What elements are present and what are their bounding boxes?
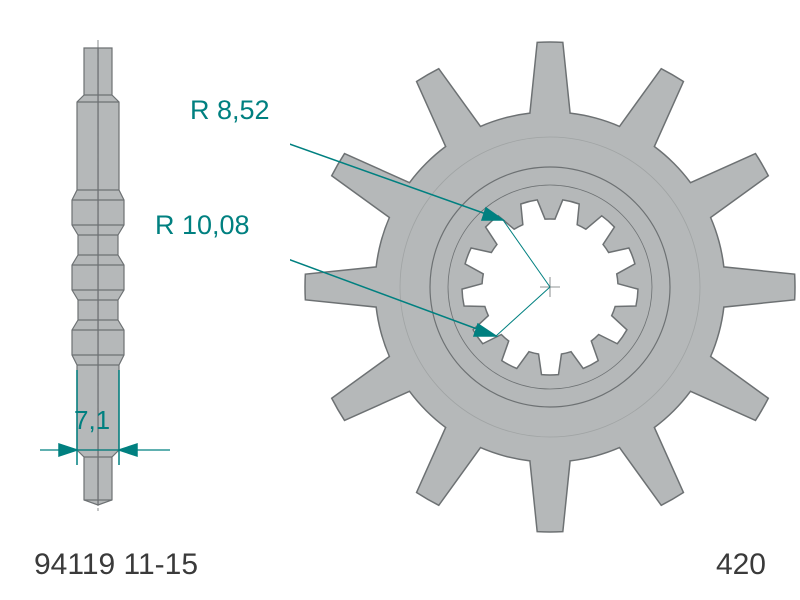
sprocket-front-view xyxy=(290,30,800,550)
width-dimension-label: 7,1 xyxy=(74,405,110,436)
technical-drawing: 7,1 R 8,52 R 10,08 94119 11-15 420 xyxy=(0,0,800,600)
part-number: 94119 11-15 xyxy=(34,548,198,582)
radius-outer-label: R 8,52 xyxy=(190,95,270,126)
chain-pitch: 420 xyxy=(716,548,766,582)
radius-inner-label: R 10,08 xyxy=(155,210,250,241)
side-profile-view xyxy=(40,40,210,540)
